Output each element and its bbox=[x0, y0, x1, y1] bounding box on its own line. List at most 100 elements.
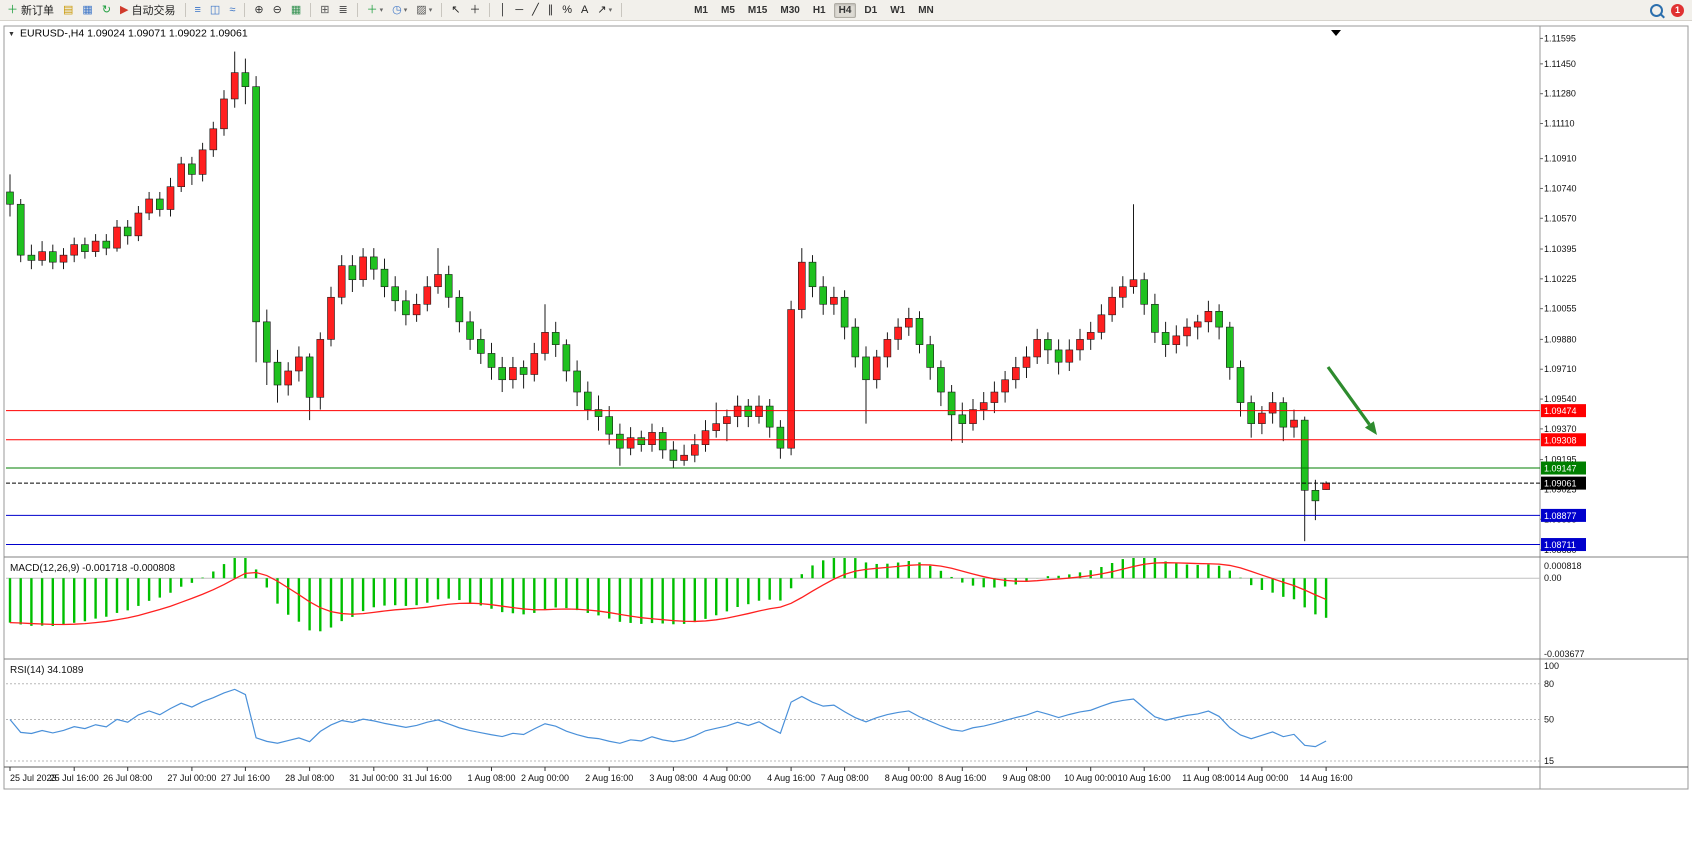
svg-text:14 Aug 16:00: 14 Aug 16:00 bbox=[1300, 773, 1353, 783]
timeframe-h4[interactable]: H4 bbox=[833, 2, 857, 18]
add-indicator-button[interactable]: ＋ ▾ bbox=[363, 1, 388, 20]
bar-chart-button[interactable]: ≡ bbox=[191, 1, 205, 20]
vertical-line-button[interactable]: │ bbox=[495, 1, 510, 20]
candle-down bbox=[562, 344, 571, 372]
fibonacci-button[interactable]: % bbox=[558, 1, 576, 20]
template-menu-button[interactable]: ▨ ▾ bbox=[412, 1, 436, 20]
candle-up bbox=[70, 244, 78, 256]
timeframe-m15[interactable]: M15 bbox=[747, 4, 768, 16]
svg-text:10 Aug 16:00: 10 Aug 16:00 bbox=[1118, 773, 1171, 783]
svg-text:25 Jul 2023: 25 Jul 2023 bbox=[10, 773, 57, 783]
candle-up bbox=[1193, 321, 1202, 328]
svg-text:1.10225: 1.10225 bbox=[1544, 274, 1577, 284]
arrow-line[interactable] bbox=[1326, 366, 1371, 426]
crosshair-button[interactable]: ＋ bbox=[465, 1, 484, 20]
candle-up bbox=[797, 261, 806, 310]
candle-up bbox=[284, 370, 293, 386]
price-line-label: 1.09474 bbox=[1544, 406, 1577, 416]
indicator-list-button[interactable]: ≣ bbox=[334, 1, 351, 20]
auto-trading-button[interactable]: ▶ 自动交易 bbox=[116, 1, 179, 20]
trendline-button[interactable]: ╱ bbox=[528, 1, 543, 20]
cursor-icon: ↖ bbox=[451, 3, 461, 16]
candle-up bbox=[648, 432, 656, 445]
zoom-in-button[interactable]: ⊕ bbox=[250, 1, 267, 20]
candle-up bbox=[230, 72, 239, 100]
svg-text:1.09540: 1.09540 bbox=[1544, 394, 1577, 404]
zoom-out-button[interactable]: ⊖ bbox=[269, 1, 286, 20]
trend-arrow-annotation[interactable] bbox=[1326, 366, 1377, 435]
price-shift-icon[interactable] bbox=[1331, 30, 1341, 36]
svg-text:50: 50 bbox=[1544, 714, 1554, 724]
macd-title: MACD(12,26,9) -0.001718 -0.000808 bbox=[10, 563, 176, 574]
candle-up bbox=[423, 286, 432, 305]
arrows-button[interactable]: ↗ ▾ bbox=[593, 1, 616, 20]
candles-icon: ◫ bbox=[209, 3, 221, 16]
timeframe-menu-button[interactable]: ◷ ▾ bbox=[388, 1, 411, 20]
timeframe-m5[interactable]: M5 bbox=[721, 4, 735, 16]
new-order-button[interactable]: ＋新订单 bbox=[3, 1, 58, 20]
timeframe-mn[interactable]: MN bbox=[918, 4, 934, 16]
grid-button[interactable]: ▦ bbox=[287, 1, 305, 20]
bars-icon: ≡ bbox=[194, 3, 201, 16]
chevron-down-icon: ▾ bbox=[403, 7, 408, 14]
cursor-button[interactable]: ↖ bbox=[447, 1, 464, 20]
candle-down bbox=[305, 356, 314, 398]
candle-up bbox=[530, 353, 539, 375]
candle-up bbox=[541, 332, 549, 354]
chart-menu-icon[interactable]: ▼ bbox=[8, 31, 15, 38]
text-icon: A bbox=[581, 3, 589, 16]
notification-badge[interactable]: 1 bbox=[1671, 3, 1684, 17]
timeframe-w1[interactable]: W1 bbox=[890, 4, 906, 16]
candle-up bbox=[723, 416, 731, 424]
candle-down bbox=[1161, 332, 1170, 345]
refresh-button[interactable]: ↻ bbox=[98, 1, 115, 20]
candle-down bbox=[156, 198, 164, 210]
candle-up bbox=[680, 454, 688, 461]
svg-text:80: 80 bbox=[1544, 679, 1554, 689]
market-watch-button[interactable]: ▦ bbox=[78, 1, 96, 20]
candle-up bbox=[59, 254, 68, 263]
candle-down bbox=[455, 296, 464, 323]
timeframe-h1[interactable]: H1 bbox=[812, 4, 826, 16]
candle-down bbox=[16, 203, 25, 256]
price-level-lines[interactable]: 1.09474 1.09308 1.09147 1.09061 1.08877 1.087… bbox=[6, 404, 1586, 552]
horizontal-line-button[interactable]: ─ bbox=[511, 1, 527, 20]
candle-down bbox=[937, 367, 945, 393]
candle-down bbox=[81, 244, 89, 252]
channel-button[interactable]: ∥ bbox=[544, 1, 558, 20]
svg-text:27 Jul 16:00: 27 Jul 16:00 bbox=[221, 773, 270, 783]
svg-text:14 Aug 00:00: 14 Aug 00:00 bbox=[1235, 773, 1288, 783]
chart-windows-button[interactable]: ▤ bbox=[59, 1, 77, 20]
text-button[interactable]: A bbox=[577, 1, 592, 20]
candle-down bbox=[252, 86, 260, 323]
candle-up bbox=[1076, 339, 1084, 351]
candle-down bbox=[391, 286, 400, 302]
chart-frame bbox=[3, 25, 1689, 790]
price-line-label: 1.09308 bbox=[1544, 435, 1577, 445]
candle-up bbox=[1290, 419, 1298, 428]
candle-up bbox=[1065, 349, 1074, 363]
candlestick-chart-button[interactable]: ◫ bbox=[206, 1, 224, 20]
line-chart-button[interactable]: ≈ bbox=[225, 1, 239, 20]
timeframe-m30[interactable]: M30 bbox=[780, 4, 800, 16]
candle-down bbox=[1151, 303, 1159, 333]
svg-text:1.09195: 1.09195 bbox=[1544, 455, 1577, 465]
candle-up bbox=[1086, 332, 1095, 340]
candle-down bbox=[498, 367, 507, 381]
svg-text:1.11110: 1.11110 bbox=[1544, 119, 1575, 129]
candle-up bbox=[91, 240, 100, 252]
candle-up bbox=[1322, 482, 1330, 490]
timeframe-d1[interactable]: D1 bbox=[864, 4, 878, 16]
candle-down bbox=[616, 433, 624, 449]
candle-up bbox=[979, 402, 988, 410]
candle-down bbox=[27, 254, 36, 261]
timeframe-m1[interactable]: M1 bbox=[694, 4, 708, 16]
chart-area[interactable]: 1.11595 1.11450 1.11280 1.11110 1.10910 1.107… bbox=[0, 21, 1692, 850]
svg-text:1 Aug 08:00: 1 Aug 08:00 bbox=[467, 773, 515, 783]
search-icon[interactable] bbox=[1650, 3, 1663, 17]
zoom-in-icon: ⊕ bbox=[254, 3, 264, 16]
rsi-line bbox=[9, 688, 1327, 748]
candle-up bbox=[1011, 367, 1020, 381]
tile-windows-button[interactable]: ⊞ bbox=[316, 1, 333, 20]
svg-text:31 Jul 16:00: 31 Jul 16:00 bbox=[403, 773, 452, 783]
